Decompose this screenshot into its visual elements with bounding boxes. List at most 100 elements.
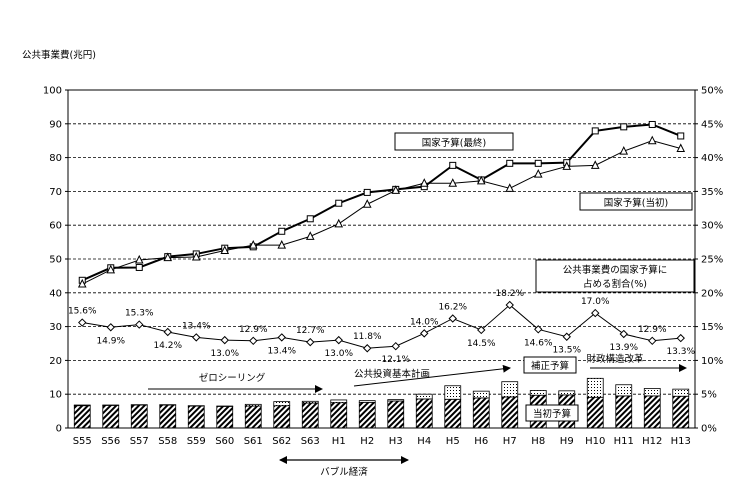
bar-initial	[501, 396, 519, 429]
x-tick-label: H10	[585, 436, 605, 447]
fiscal-reform-annotation: 財政構造改革	[586, 353, 687, 372]
x-tick-label: H8	[531, 436, 545, 447]
percent-label: 13.5%	[552, 346, 581, 356]
y-tick-label: 60	[49, 221, 62, 232]
bars	[73, 377, 690, 429]
percent-label: 13.3%	[666, 347, 695, 357]
percent-label: 11.8%	[353, 332, 382, 342]
x-tick-label: H4	[417, 436, 431, 447]
y-tick-label: 70	[49, 187, 62, 198]
svg-text:ゼロシーリング: ゼロシーリング	[199, 372, 266, 384]
point-initial-budget	[77, 278, 87, 288]
bar-initial	[301, 402, 319, 429]
axes: 0 10 20 30 40 50 60 70 80 90 100 0% 5% 10% 15% 20% 25% 30…	[43, 86, 723, 448]
line-final-budget	[81, 123, 682, 282]
point-initial-budget	[676, 143, 686, 152]
point-initial-budget	[277, 240, 287, 249]
bar-initial	[415, 398, 433, 429]
point-ratio	[391, 341, 400, 351]
point-ratio	[163, 327, 172, 337]
svg-text:バブル経済: バブル経済	[320, 466, 368, 478]
point-final-budget	[363, 188, 371, 196]
bar-supplementary	[529, 390, 547, 396]
percent-label: 15.3%	[125, 309, 154, 319]
y-tick-label: 40	[49, 288, 62, 299]
percent-label: 13.4%	[182, 321, 211, 331]
percent-label: 14.2%	[153, 341, 182, 351]
legend-ratio: 公共事業費の国家予算に 占める割合(%)	[535, 259, 695, 293]
point-ratio	[648, 336, 657, 346]
legend-initial-budget: 国家予算(当初)	[579, 192, 693, 211]
point-final-budget	[135, 263, 143, 271]
bar-supplementary	[358, 400, 376, 403]
line-initial-budget	[82, 140, 681, 285]
point-ratio	[78, 318, 87, 327]
svg-text:補正予算: 補正予算	[531, 360, 569, 372]
bar-supplementary	[415, 393, 433, 400]
point-ratio	[619, 329, 628, 339]
y2-tick-label: 30%	[701, 221, 723, 232]
point-final-budget	[449, 161, 457, 169]
bar-supplementary	[387, 399, 405, 402]
y2-tick-label: 10%	[701, 356, 723, 367]
point-final-budget	[278, 227, 286, 235]
point-initial-budget	[191, 251, 201, 261]
bar-initial	[130, 404, 148, 429]
y2-tick-label: 5%	[701, 390, 717, 401]
bar-supplementary	[244, 403, 262, 407]
point-initial-budget	[248, 240, 258, 249]
percent-label: 12.1%	[381, 355, 410, 365]
x-tick-label: S61	[244, 436, 263, 447]
svg-text:占める割合(%): 占める割合(%)	[583, 278, 647, 290]
y-tick-label: 30	[49, 322, 62, 333]
point-ratio	[192, 333, 201, 342]
bar-supplementary	[73, 404, 91, 407]
bar-initial	[216, 405, 234, 429]
x-tick-label: H13	[671, 436, 691, 447]
x-tick-label: S56	[101, 436, 120, 447]
percent-label: 13.0%	[210, 349, 239, 359]
point-initial-budget	[106, 264, 116, 274]
percent-label: 14.9%	[96, 336, 125, 346]
point-ratio	[505, 300, 514, 310]
x-tick-label: H9	[560, 436, 574, 447]
x-tick-label: H12	[642, 436, 662, 447]
point-initial-budget	[505, 183, 515, 192]
point-final-budget	[306, 215, 314, 223]
point-initial-budget	[562, 161, 572, 170]
bar-initial	[159, 404, 177, 429]
svg-text:財政構造改革: 財政構造改革	[586, 353, 644, 365]
bar-supplementary	[643, 388, 661, 397]
x-tick-label: H2	[360, 436, 374, 447]
x-tick-label: H3	[389, 436, 403, 447]
point-final-budget	[677, 132, 685, 140]
percent-label: 17.0%	[581, 297, 610, 307]
point-ratio	[220, 335, 229, 345]
bar-supplementary	[615, 384, 633, 397]
y2-tick-label: 45%	[701, 119, 723, 130]
y-axis-title: 公共事業費(兆円)	[22, 49, 96, 61]
bar-supplementary	[672, 388, 690, 397]
percent-label: 12.9%	[638, 325, 667, 335]
bar-initial	[586, 396, 604, 429]
percent-label: 13.4%	[267, 346, 296, 356]
bar-initial	[615, 395, 633, 429]
point-ratio	[477, 325, 486, 335]
point-ratio	[363, 344, 372, 353]
line-ratio	[82, 304, 681, 349]
point-ratio	[334, 335, 343, 345]
bar-initial	[102, 404, 120, 429]
point-final-budget	[648, 120, 656, 128]
bar-initial	[358, 401, 376, 429]
point-initial-budget	[476, 175, 486, 185]
percent-label: 12.9%	[239, 325, 268, 335]
percent-label: 14.0%	[410, 317, 439, 327]
bar-initial	[444, 398, 462, 429]
bar-initial	[273, 405, 291, 429]
legend-initial: 当初予算	[525, 404, 579, 422]
x-tick-label: H1	[332, 436, 346, 447]
y-tick-label: 90	[49, 119, 62, 130]
x-tick-label: S60	[215, 436, 234, 447]
point-initial-budget	[448, 178, 458, 187]
